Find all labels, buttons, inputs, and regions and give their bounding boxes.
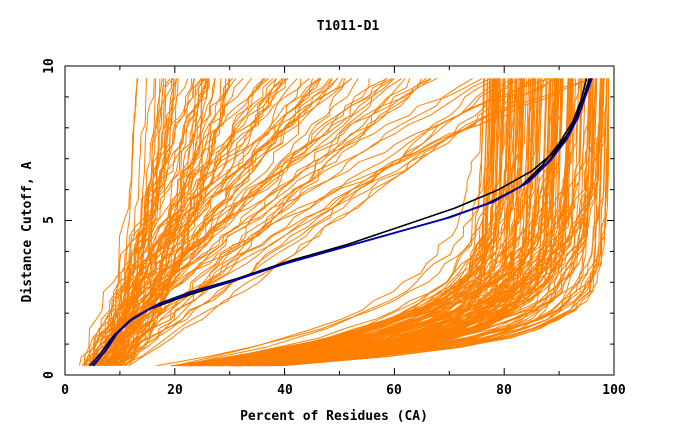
model-line (183, 78, 604, 367)
model-line (117, 78, 222, 367)
model-line (113, 78, 155, 366)
model-line (101, 78, 353, 366)
model-lines (79, 77, 609, 367)
model-line (220, 78, 570, 367)
model-line (194, 78, 499, 367)
y-tick-label: 5 (42, 216, 57, 224)
model-line (238, 78, 609, 367)
model-line (83, 78, 265, 366)
model-line (189, 78, 563, 367)
model-line (174, 78, 485, 367)
model-line (128, 78, 512, 367)
model-line (236, 78, 534, 367)
model-line (179, 78, 533, 367)
x-axis-label: Percent of Residues (CA) (240, 409, 428, 424)
chart-title: T1011-D1 (317, 19, 380, 34)
model-line (264, 78, 592, 367)
model-line (190, 78, 582, 367)
model-line (273, 78, 525, 367)
model-line (216, 78, 562, 367)
model-line (181, 78, 500, 367)
model-line (83, 78, 284, 366)
model-line (270, 78, 608, 367)
model-line (239, 78, 530, 367)
model-line (112, 78, 178, 366)
model-line (202, 78, 594, 367)
model-line (98, 78, 171, 366)
model-line (270, 78, 560, 367)
y-tick-label: 10 (42, 58, 57, 74)
model-line (230, 78, 535, 367)
model-line (116, 78, 227, 366)
model-line (193, 78, 520, 367)
model-line (104, 78, 216, 367)
model-line (100, 78, 406, 367)
model-line (201, 78, 527, 367)
model-line (90, 78, 267, 366)
model-line (125, 78, 216, 366)
model-line (250, 78, 601, 367)
model-line (105, 78, 139, 366)
x-tick-label: 40 (277, 383, 293, 398)
x-tick-label: 100 (602, 383, 626, 398)
model-line (196, 78, 597, 367)
model-line (260, 78, 510, 367)
y-axis-label: Distance Cutoff, A (20, 161, 35, 302)
model-line (196, 78, 547, 367)
model-line (200, 78, 485, 367)
axis-ticks (64, 65, 615, 376)
model-line (101, 77, 320, 366)
model-line (79, 78, 277, 366)
model-line (94, 77, 557, 367)
model-line (117, 78, 230, 367)
x-tick-label: 60 (386, 383, 402, 398)
model-line (103, 77, 499, 367)
highlight-lines (89, 78, 593, 367)
model-line (119, 78, 161, 366)
model-line (120, 77, 535, 367)
model-line (106, 78, 195, 367)
model-line (178, 78, 516, 367)
model-line (234, 78, 586, 367)
model-line (187, 78, 558, 367)
model-line (114, 78, 554, 367)
plot-area (64, 65, 615, 376)
model-line (199, 78, 495, 367)
model-line (93, 77, 521, 367)
x-tick-label: 80 (496, 383, 512, 398)
model-line (92, 77, 550, 367)
model-line (91, 78, 274, 366)
x-tick-label: 0 (61, 383, 69, 398)
model-line (247, 78, 501, 367)
model-line (104, 78, 209, 367)
model-line (281, 78, 605, 367)
model-line (113, 77, 536, 366)
model-line (264, 78, 532, 367)
model-line (239, 78, 559, 367)
model-line (104, 78, 147, 366)
model-line (248, 78, 583, 367)
x-tick-label: 20 (167, 383, 183, 398)
model-line (215, 78, 489, 367)
y-tick-label: 0 (42, 371, 57, 379)
model-line (107, 78, 322, 367)
highlight-blue-1 (91, 78, 593, 367)
model-line (119, 77, 395, 367)
model-line (266, 78, 590, 367)
model-line (187, 78, 521, 367)
